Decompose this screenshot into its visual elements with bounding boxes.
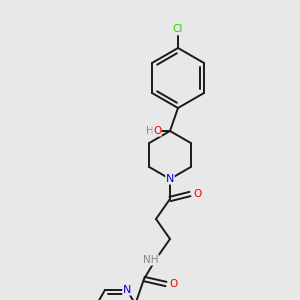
Text: O: O [193,189,201,199]
Text: O: O [153,126,161,136]
Text: H: H [146,126,154,136]
Text: O: O [169,279,177,289]
Text: N: N [123,285,131,295]
Text: Cl: Cl [173,24,183,34]
Text: N: N [166,174,174,184]
Text: NH: NH [143,255,159,265]
